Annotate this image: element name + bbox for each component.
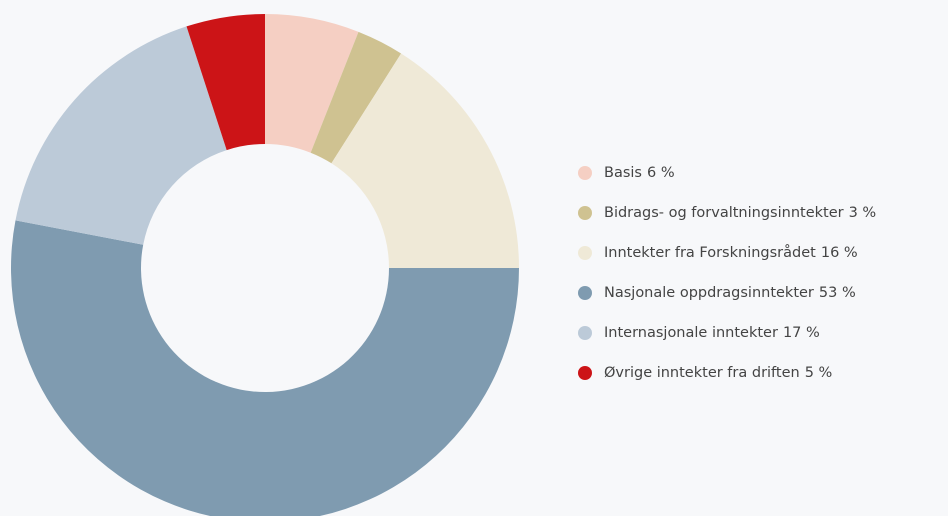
legend-name: Inntekter fra Forskningsrådet bbox=[604, 244, 816, 261]
legend-name: Øvrige inntekter fra driften bbox=[604, 365, 800, 381]
legend-value: 17 % bbox=[783, 325, 820, 341]
legend-value: 6 % bbox=[647, 165, 675, 181]
legend-value: 5 % bbox=[805, 365, 833, 381]
legend-label: Øvrige inntekter fra driften 5 % bbox=[604, 365, 832, 381]
legend-value: 16 % bbox=[821, 245, 858, 261]
legend-value: 53 % bbox=[819, 285, 856, 301]
donut-segment bbox=[265, 14, 359, 153]
legend-value: 3 % bbox=[849, 205, 877, 221]
legend-name: Basis bbox=[604, 165, 642, 181]
donut-segment bbox=[11, 220, 519, 516]
legend-name: Internasjonale inntekter bbox=[604, 325, 778, 341]
legend-marker bbox=[578, 246, 592, 260]
legend-marker bbox=[578, 286, 592, 300]
legend-label: Bidrags- og forvaltningsinntekter 3 % bbox=[604, 205, 876, 221]
legend-label: Internasjonale inntekter 17 % bbox=[604, 325, 820, 341]
legend-label: Inntekter fra Forskningsrådet 16 % bbox=[604, 244, 858, 261]
legend-marker bbox=[578, 206, 592, 220]
legend-name: Nasjonale oppdragsinntekter bbox=[604, 285, 814, 301]
legend-marker bbox=[578, 366, 592, 380]
donut-segment bbox=[331, 53, 519, 268]
legend-marker bbox=[578, 166, 592, 180]
legend-marker bbox=[578, 326, 592, 340]
legend-label: Nasjonale oppdragsinntekter 53 % bbox=[604, 285, 856, 301]
donut-segment bbox=[186, 14, 265, 151]
donut-segment bbox=[15, 26, 227, 245]
legend-name: Bidrags- og forvaltningsinntekter bbox=[604, 205, 844, 221]
donut-segment bbox=[310, 31, 402, 164]
legend-label: Basis 6 % bbox=[604, 165, 675, 181]
